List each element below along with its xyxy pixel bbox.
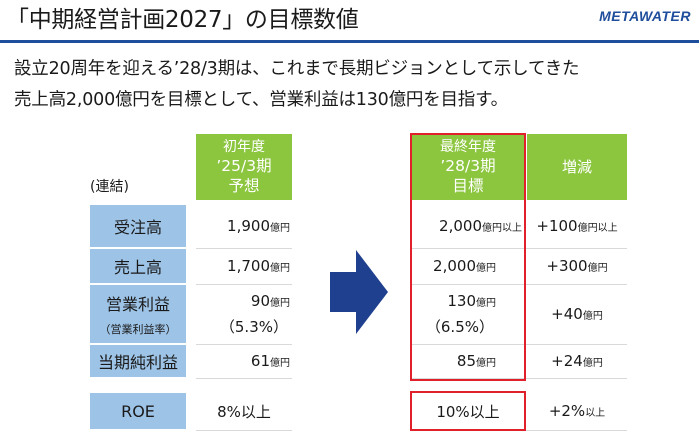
divider	[412, 344, 627, 345]
final-roe-highlight	[410, 391, 526, 431]
divider	[196, 284, 292, 285]
divider	[412, 378, 627, 379]
row-label-net-income: 当期純利益	[90, 345, 186, 377]
header-initial-year: 初年度 ’25/3期 予想	[196, 134, 292, 200]
divider	[196, 344, 292, 345]
consolidated-label: (連結)	[90, 179, 129, 195]
lead-line-2: 売上高2,000億円を目標として、営業利益は130億円を目指す。	[14, 90, 508, 110]
metawater-logo: METAWATER	[599, 8, 691, 24]
lead-line-1: 設立20周年を迎える’28/3期は、これまで長期ビジョンとして示してきた	[14, 59, 580, 79]
initial-net-income: 61億円	[250, 352, 290, 370]
header-final-line2: ’28/3期	[440, 157, 496, 175]
final-sales: 2,000億円	[433, 257, 496, 275]
divider	[412, 284, 627, 285]
header-final-line3: 目標	[452, 177, 484, 195]
header-change-label: 増減	[561, 158, 592, 176]
change-orders: +100億円以上	[536, 217, 618, 235]
change-roe: +2%以上	[548, 402, 606, 420]
header-initial-line3: 予想	[228, 177, 260, 195]
header-final-year: 最終年度 ’28/3期 目標	[412, 134, 524, 200]
row-label-sales: 売上高	[90, 249, 186, 283]
row-sublabel-operating-margin: （営業利益率）	[99, 323, 177, 336]
row-label-orders: 受注高	[90, 205, 186, 247]
header-change: 増減	[527, 134, 627, 200]
final-orders: 2,000億円以上	[439, 217, 522, 235]
page-title: 「中期経営計画2027」の目標数値	[6, 7, 359, 33]
divider	[412, 248, 627, 249]
final-operating-profit: 130億円 （6.5%）	[425, 291, 496, 336]
change-sales: +300億円	[546, 257, 608, 275]
divider	[196, 248, 292, 249]
arrow-right-icon	[330, 250, 388, 334]
row-label-operating-profit: 営業利益 （営業利益率）	[90, 285, 186, 343]
final-net-income: 85億円	[456, 352, 496, 370]
header-final-line1: 最終年度	[440, 139, 496, 155]
divider	[196, 430, 292, 431]
change-operating-profit: +40億円	[551, 305, 603, 323]
initial-orders: 1,900億円	[227, 217, 290, 235]
change-net-income: +24億円	[551, 352, 603, 370]
initial-roe: 8%以上	[217, 402, 271, 421]
final-year-highlight	[410, 133, 526, 381]
initial-sales: 1,700億円	[227, 257, 290, 275]
title-divider	[0, 40, 699, 43]
divider	[196, 378, 292, 379]
header-initial-line1: 初年度	[223, 139, 265, 155]
initial-operating-profit: 90億円 （5.3%）	[219, 291, 290, 336]
header-initial-line2: ’25/3期	[216, 157, 272, 175]
row-label-roe: ROE	[90, 393, 186, 429]
final-roe: 10%以上	[436, 402, 500, 421]
initial-operating-margin: （5.3%）	[219, 317, 288, 336]
final-operating-margin: （6.5%）	[425, 317, 494, 336]
